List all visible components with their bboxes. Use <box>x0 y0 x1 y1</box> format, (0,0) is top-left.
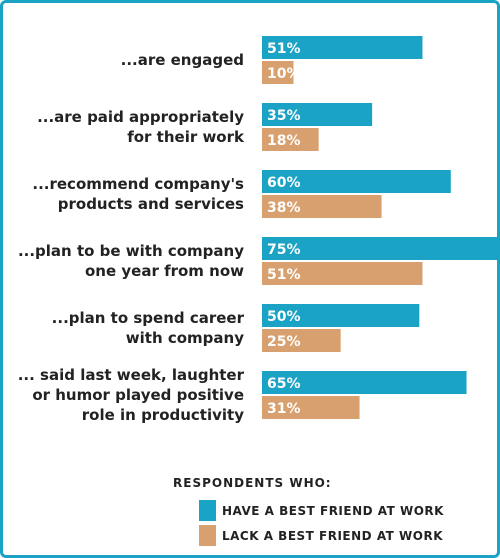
bar-lack-best-friend <box>262 262 423 285</box>
category-label: for their work <box>127 128 245 146</box>
category-label: or humor played positive <box>32 386 244 404</box>
bar-have-best-friend <box>262 103 373 126</box>
bar-value-label: 35% <box>267 108 301 124</box>
bar-lack-best-friend <box>262 329 341 352</box>
legend-entry: LACK A BEST FRIEND AT WORK <box>222 529 443 543</box>
category-label: ...recommend company's <box>32 175 244 193</box>
legend-swatch-have <box>199 500 216 521</box>
category-label: ...are paid appropriately <box>37 108 244 126</box>
category-label: products and services <box>58 195 244 213</box>
bar-chart: ...are engaged 51% 10% ...are paid appropri… <box>18 36 497 546</box>
bar-lack-best-friend <box>262 195 382 218</box>
category-label: ...are engaged <box>121 51 244 69</box>
category-label: with company <box>126 329 244 347</box>
bar-value-label: 51% <box>267 41 301 57</box>
category-label: ... said last week, laughter <box>18 366 245 384</box>
legend-title: RESPONDENTS WHO: <box>173 476 332 490</box>
bar-value-label: 25% <box>267 334 301 350</box>
legend-entry: HAVE A BEST FRIEND AT WORK <box>222 504 444 518</box>
category-label: ...plan to spend career <box>52 309 245 327</box>
bar-have-best-friend <box>262 237 497 260</box>
bar-value-label: 75% <box>267 242 301 258</box>
category-label: role in productivity <box>82 406 244 424</box>
bar-value-label: 50% <box>267 309 301 325</box>
bar-value-label: 10% <box>267 66 301 82</box>
bar-have-best-friend <box>262 304 420 327</box>
bar-value-label: 60% <box>267 175 301 191</box>
bar-value-label: 38% <box>267 200 301 216</box>
bar-lack-best-friend <box>262 128 319 151</box>
legend-swatch-lack <box>199 525 216 546</box>
bar-have-best-friend <box>262 36 423 59</box>
bar-value-label: 18% <box>267 133 301 149</box>
category-label: one year from now <box>85 262 244 280</box>
bar-value-label: 51% <box>267 267 301 283</box>
bar-value-label: 65% <box>267 376 301 392</box>
bar-have-best-friend <box>262 170 451 193</box>
category-label: ...plan to be with company <box>18 242 244 260</box>
bar-value-label: 31% <box>267 401 301 417</box>
bar-have-best-friend <box>262 371 467 394</box>
bar-lack-best-friend <box>262 61 294 84</box>
bar-lack-best-friend <box>262 396 360 419</box>
